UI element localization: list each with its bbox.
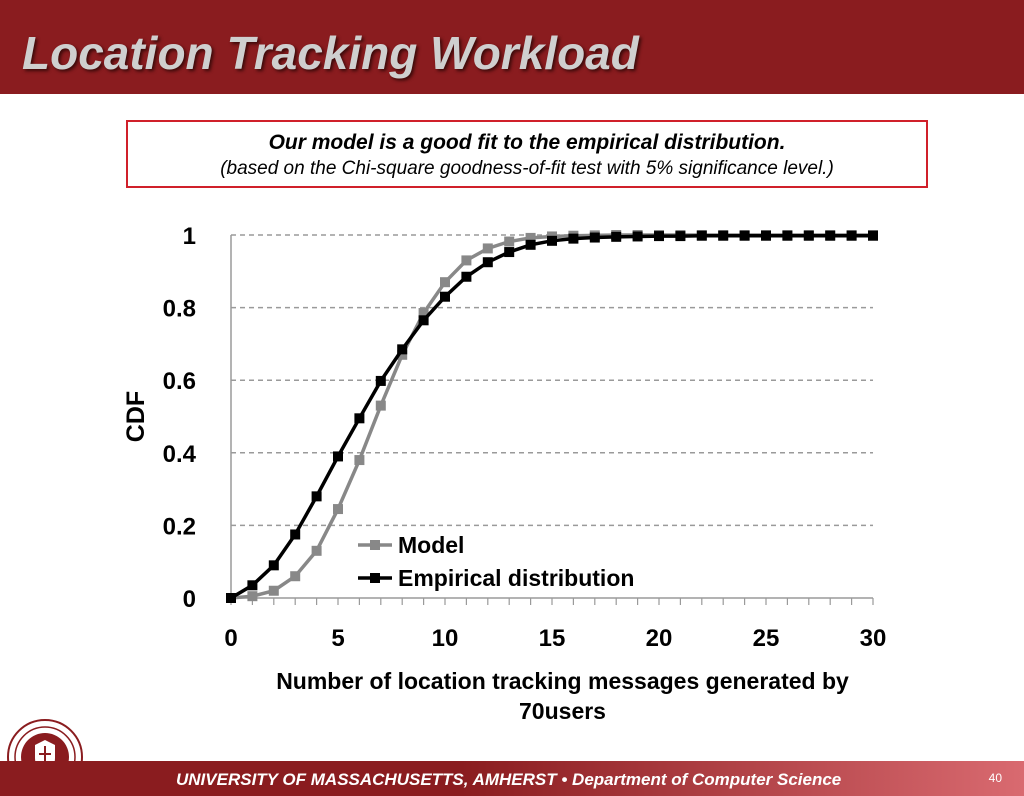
data-point <box>482 243 493 254</box>
x-tick-label: 15 <box>539 625 566 652</box>
title-bar: Location Tracking Workload <box>0 0 1024 94</box>
data-point <box>632 231 643 242</box>
data-point <box>504 247 515 258</box>
callout-headline: Our model is a good fit to the empirical… <box>268 131 786 154</box>
legend-label: Model <box>398 532 464 558</box>
slide-title: Location Tracking Workload <box>22 27 639 79</box>
data-point <box>311 491 322 502</box>
data-point <box>354 455 365 466</box>
x-axis-title-line2: 70users <box>519 698 606 724</box>
x-axis-title-line1: Number of location tracking messages gen… <box>276 668 849 694</box>
x-tick-label: 25 <box>753 625 780 652</box>
data-point <box>846 230 857 241</box>
data-point <box>440 291 450 302</box>
data-point <box>868 230 878 241</box>
data-point <box>311 545 322 556</box>
series-line-model <box>230 233 873 600</box>
data-point <box>525 232 536 243</box>
x-tick-label: 10 <box>432 625 459 652</box>
data-point <box>675 231 686 242</box>
data-point <box>589 232 600 243</box>
data-point <box>461 255 472 266</box>
data-point <box>825 230 836 241</box>
x-tick-label: 5 <box>331 625 344 652</box>
footer-bar: UNIVERSITY OF MASSACHUSETTS, AMHERST • D… <box>0 761 1024 796</box>
data-point <box>268 560 279 571</box>
data-point <box>803 230 814 241</box>
y-tick-label: 0.4 <box>163 441 197 468</box>
data-point <box>418 308 429 319</box>
data-point <box>482 257 493 268</box>
data-point <box>461 271 472 282</box>
data-point <box>290 529 301 540</box>
x-tick-label: 30 <box>860 625 887 652</box>
legend-marker <box>370 540 380 550</box>
data-point <box>375 375 386 386</box>
data-point <box>696 230 707 241</box>
page-number: 40 <box>988 771 1002 785</box>
cdf-chart: 00.20.40.60.810 5 10 15 20 25 30CDFModelEmpiri… <box>122 223 887 652</box>
data-point <box>654 231 664 242</box>
x-tick-label: 0 <box>224 625 237 652</box>
data-point <box>504 236 515 247</box>
y-tick-label: 0.8 <box>163 296 196 323</box>
data-point <box>547 235 557 246</box>
x-axis-title: Number of location tracking messages gen… <box>220 666 905 726</box>
data-point <box>397 344 408 355</box>
data-point <box>525 239 536 250</box>
data-point <box>247 580 258 591</box>
data-point <box>333 451 343 462</box>
data-point <box>782 230 793 241</box>
data-point <box>290 571 301 582</box>
y-tick-label: 0 <box>183 586 196 613</box>
data-point <box>761 230 771 241</box>
callout-box: Our model is a good fit to the empirical… <box>126 120 928 188</box>
data-point <box>718 230 729 241</box>
data-point <box>247 591 258 602</box>
legend-marker <box>370 573 380 583</box>
y-tick-label: 0.2 <box>163 513 196 540</box>
data-point <box>611 231 622 242</box>
data-point <box>418 315 429 326</box>
series-line-empirical <box>230 233 873 600</box>
data-point <box>568 233 579 244</box>
data-point <box>268 585 279 596</box>
data-point <box>333 504 343 515</box>
data-point <box>375 400 386 411</box>
y-tick-label: 0.6 <box>163 368 196 395</box>
data-point <box>739 230 750 241</box>
callout-note: (based on the Chi-square goodness-of-fit… <box>220 158 834 179</box>
data-point <box>354 413 365 424</box>
data-point <box>440 277 450 288</box>
y-axis-title: CDF <box>122 391 150 442</box>
x-tick-label: 20 <box>646 625 673 652</box>
legend-label: Empirical distribution <box>398 565 634 591</box>
footer-institution: UNIVERSITY OF MASSACHUSETTS, AMHERST • D… <box>176 770 842 789</box>
data-point <box>226 593 236 603</box>
data-point <box>397 349 408 360</box>
y-tick-label: 1 <box>183 223 196 250</box>
